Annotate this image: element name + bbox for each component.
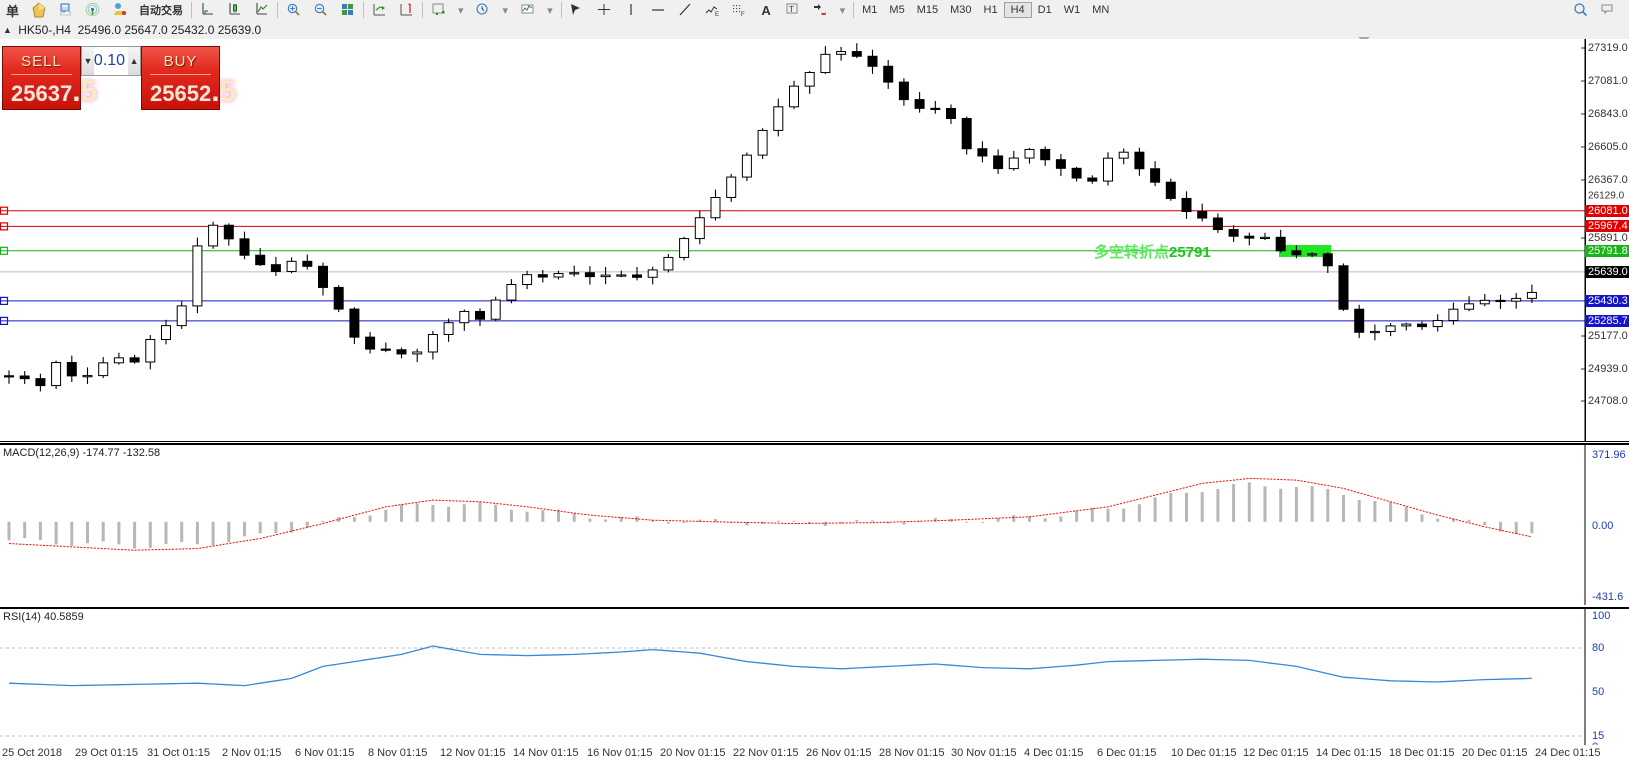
- svg-text:多空转折点25791: 多空转折点25791: [1094, 243, 1211, 261]
- svg-text:T: T: [789, 5, 794, 14]
- svg-text:E: E: [715, 12, 719, 18]
- svg-text:F: F: [741, 12, 745, 18]
